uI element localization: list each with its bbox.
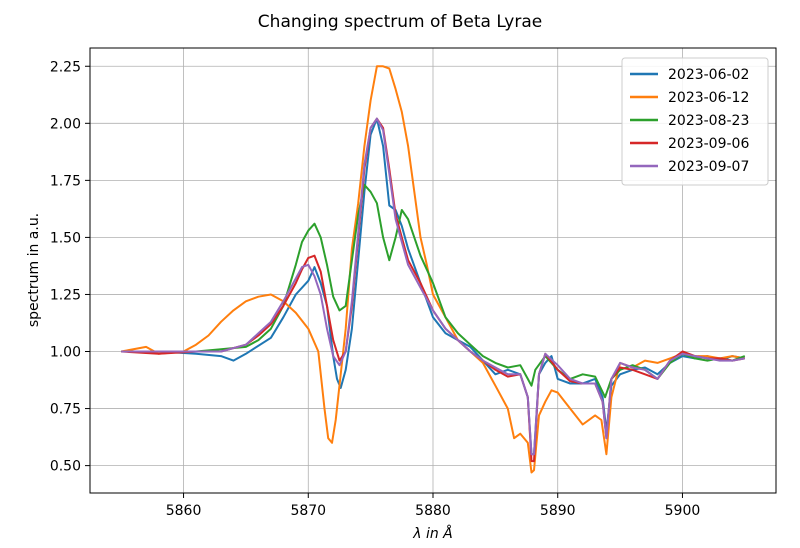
y-tick-label: 0.50 xyxy=(50,459,81,475)
legend-label: 2023-06-12 xyxy=(668,90,749,106)
x-axis: 5860 5870 5880 5890 5900 xyxy=(166,493,701,519)
x-tick-label: 5860 xyxy=(166,503,202,519)
y-tick-label: 2.25 xyxy=(50,59,81,75)
series-line-2023-08-23 xyxy=(121,183,746,399)
x-tick-label: 5870 xyxy=(290,503,326,519)
series-layer xyxy=(121,65,746,474)
y-tick-label: 1.75 xyxy=(50,173,81,189)
legend-label: 2023-08-23 xyxy=(668,113,749,129)
legend: 2023-06-02 2023-06-12 2023-08-23 2023-09-06… xyxy=(621,57,769,186)
y-axis-label: spectrum in a.u. xyxy=(26,213,42,327)
y-tick-label: 0.75 xyxy=(50,402,81,418)
y-tick-label: 1.50 xyxy=(50,230,81,246)
y-tick-label: 1.00 xyxy=(50,345,81,361)
x-tick-label: 5900 xyxy=(665,503,701,519)
series-line-2023-09-07 xyxy=(121,117,745,456)
legend-box xyxy=(621,57,769,186)
chart-title: Changing spectrum of Beta Lyrae xyxy=(258,12,542,32)
y-axis: 0.50 0.75 1.00 1.25 1.50 1.75 2.00 2.25 xyxy=(50,59,90,475)
x-axis-label: λ in Å xyxy=(412,525,453,542)
y-tick-label: 1.25 xyxy=(50,287,81,303)
y-tick-label: 2.00 xyxy=(50,116,81,132)
legend-label: 2023-09-06 xyxy=(668,136,749,152)
x-tick-label: 5880 xyxy=(415,503,451,519)
series-line-2023-06-02 xyxy=(121,117,745,456)
x-tick-label: 5890 xyxy=(540,503,576,519)
legend-label: 2023-06-02 xyxy=(668,67,749,83)
legend-label: 2023-09-07 xyxy=(668,159,749,175)
